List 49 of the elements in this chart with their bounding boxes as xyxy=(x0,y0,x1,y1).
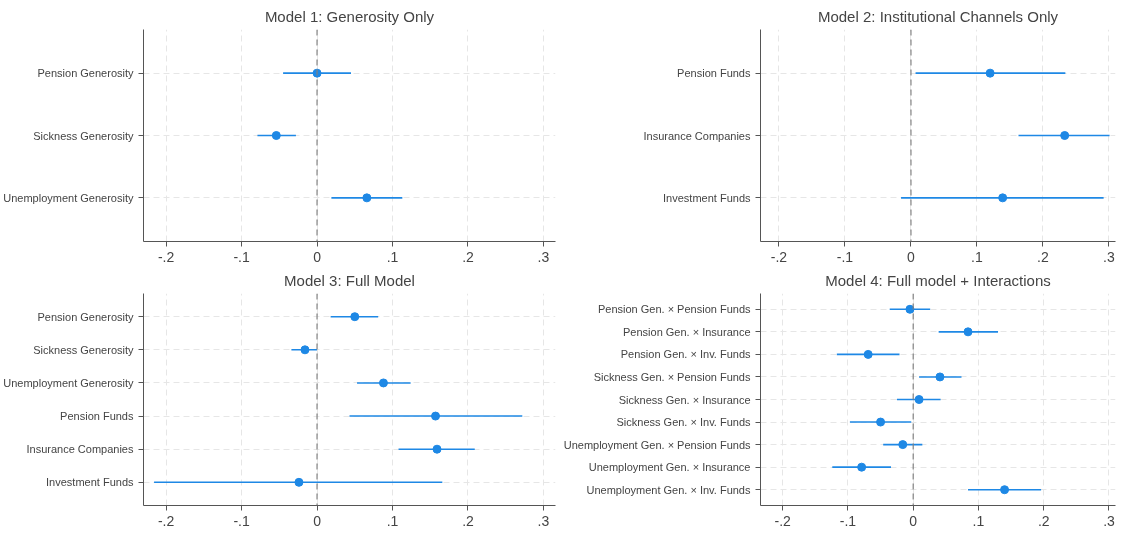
y-tick-label: Unemployment Gen. × Pension Funds xyxy=(563,438,751,451)
x-tick-label: .2 xyxy=(1037,248,1049,265)
x-tick-label: -.1 xyxy=(233,512,250,529)
y-tick-label: Unemployment Gen. × Inv. Funds xyxy=(586,483,751,496)
y-tick-label: Sickness Gen. × Insurance xyxy=(618,393,751,406)
x-tick-label: .2 xyxy=(462,512,475,529)
x-tick-label: -.2 xyxy=(157,248,175,265)
x-tick-label: .3 xyxy=(1103,512,1116,529)
y-tick-label: Pension Funds xyxy=(60,410,134,423)
y-tick-label: Pension Funds xyxy=(677,67,751,80)
chart-title: Model 4: Full model + Interactions xyxy=(825,271,1051,289)
x-tick-label: .1 xyxy=(386,248,399,265)
y-tick-label: Unemployment Generosity xyxy=(3,191,134,204)
y-tick-label: Sickness Generosity xyxy=(33,129,134,142)
x-tick-label: -.1 xyxy=(836,248,854,265)
y-tick-label: Insurance Companies xyxy=(26,443,134,456)
y-tick-label: Unemployment Generosity xyxy=(3,376,134,389)
x-tick-label: 0 xyxy=(907,248,916,265)
x-tick-label: .1 xyxy=(971,248,983,265)
y-tick-label: Investment Funds xyxy=(663,191,751,204)
y-tick-label: Insurance Companies xyxy=(643,129,751,142)
x-tick-label: -.1 xyxy=(233,248,250,265)
x-tick-label: .1 xyxy=(386,512,399,529)
y-tick-label: Pension Gen. × Pension Funds xyxy=(597,303,751,316)
x-tick-label: .2 xyxy=(1037,512,1050,529)
x-tick-label: -.1 xyxy=(839,512,857,529)
x-tick-label: 0 xyxy=(313,512,322,529)
y-tick-label: Sickness Generosity xyxy=(33,343,134,356)
x-tick-label: .3 xyxy=(537,512,550,529)
x-tick-label: .3 xyxy=(1103,248,1115,265)
y-tick-label: Pension Generosity xyxy=(37,67,134,80)
y-tick-label: Pension Gen. × Inv. Funds xyxy=(620,348,751,361)
x-tick-label: .2 xyxy=(462,248,475,265)
x-tick-label: -.2 xyxy=(774,512,792,529)
chart-title: Model 3: Full Model xyxy=(284,271,415,289)
x-tick-label: 0 xyxy=(313,248,322,265)
y-tick-label: Pension Gen. × Insurance xyxy=(623,325,751,338)
x-tick-label: -.2 xyxy=(157,512,175,529)
y-tick-label: Sickness Gen. × Pension Funds xyxy=(593,370,751,383)
x-tick-label: -.2 xyxy=(770,248,788,265)
chart-title: Model 1: Generosity Only xyxy=(264,7,435,25)
y-tick-label: Pension Generosity xyxy=(37,310,134,323)
x-tick-label: 0 xyxy=(909,512,918,529)
x-tick-label: .1 xyxy=(972,512,985,529)
y-tick-label: Unemployment Gen. × Insurance xyxy=(588,461,751,474)
x-tick-label: .3 xyxy=(537,248,550,265)
y-tick-label: Sickness Gen. × Inv. Funds xyxy=(616,416,751,429)
chart-title: Model 2: Institutional Channels Only xyxy=(817,7,1059,25)
y-tick-label: Investment Funds xyxy=(46,476,134,489)
